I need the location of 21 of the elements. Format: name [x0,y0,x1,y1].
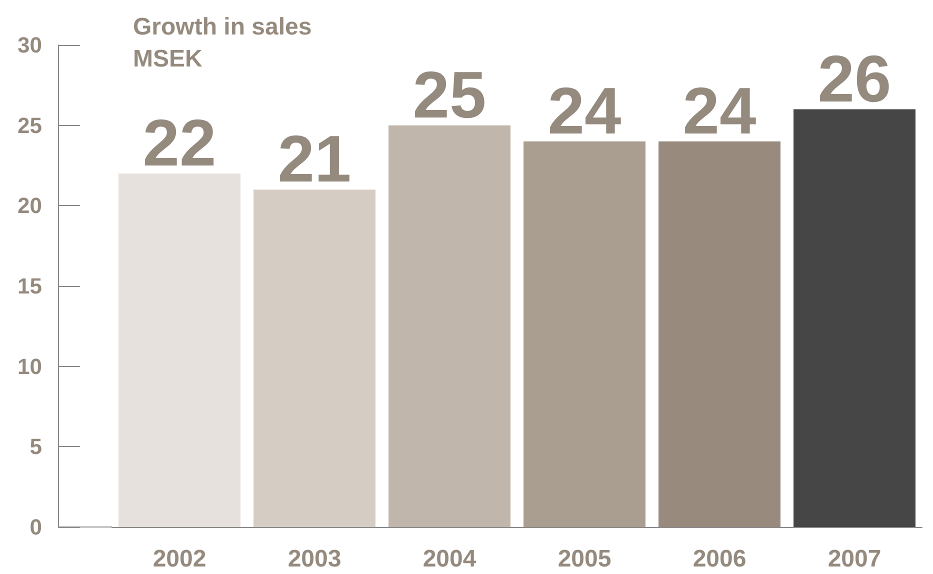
x-tick-label: 2006 [692,546,746,572]
y-tick-label: 5 [30,434,42,460]
y-tick-label: 10 [18,354,42,379]
y-axis-title: MSEK [133,46,204,72]
y-tick-label: 25 [18,112,42,138]
data-label: 26 [818,41,892,116]
x-tick-label: 2007 [828,546,882,572]
y-tick-label: 30 [18,32,42,58]
x-tick-label: 2004 [422,546,477,572]
data-label: 24 [682,73,756,148]
y-tick-label: 0 [30,514,42,540]
data-label: 22 [142,106,216,180]
y-tick-label: 20 [18,193,42,218]
chart-title: Growth in sales [133,14,312,40]
y-tick-label: 15 [18,274,42,298]
data-label: 24 [548,73,622,148]
x-tick-label: 2003 [288,546,342,572]
data-label: 21 [278,122,352,196]
x-tick-label: 2002 [152,546,206,572]
data-label: 25 [412,57,486,132]
x-tick-label: 2005 [558,546,612,572]
